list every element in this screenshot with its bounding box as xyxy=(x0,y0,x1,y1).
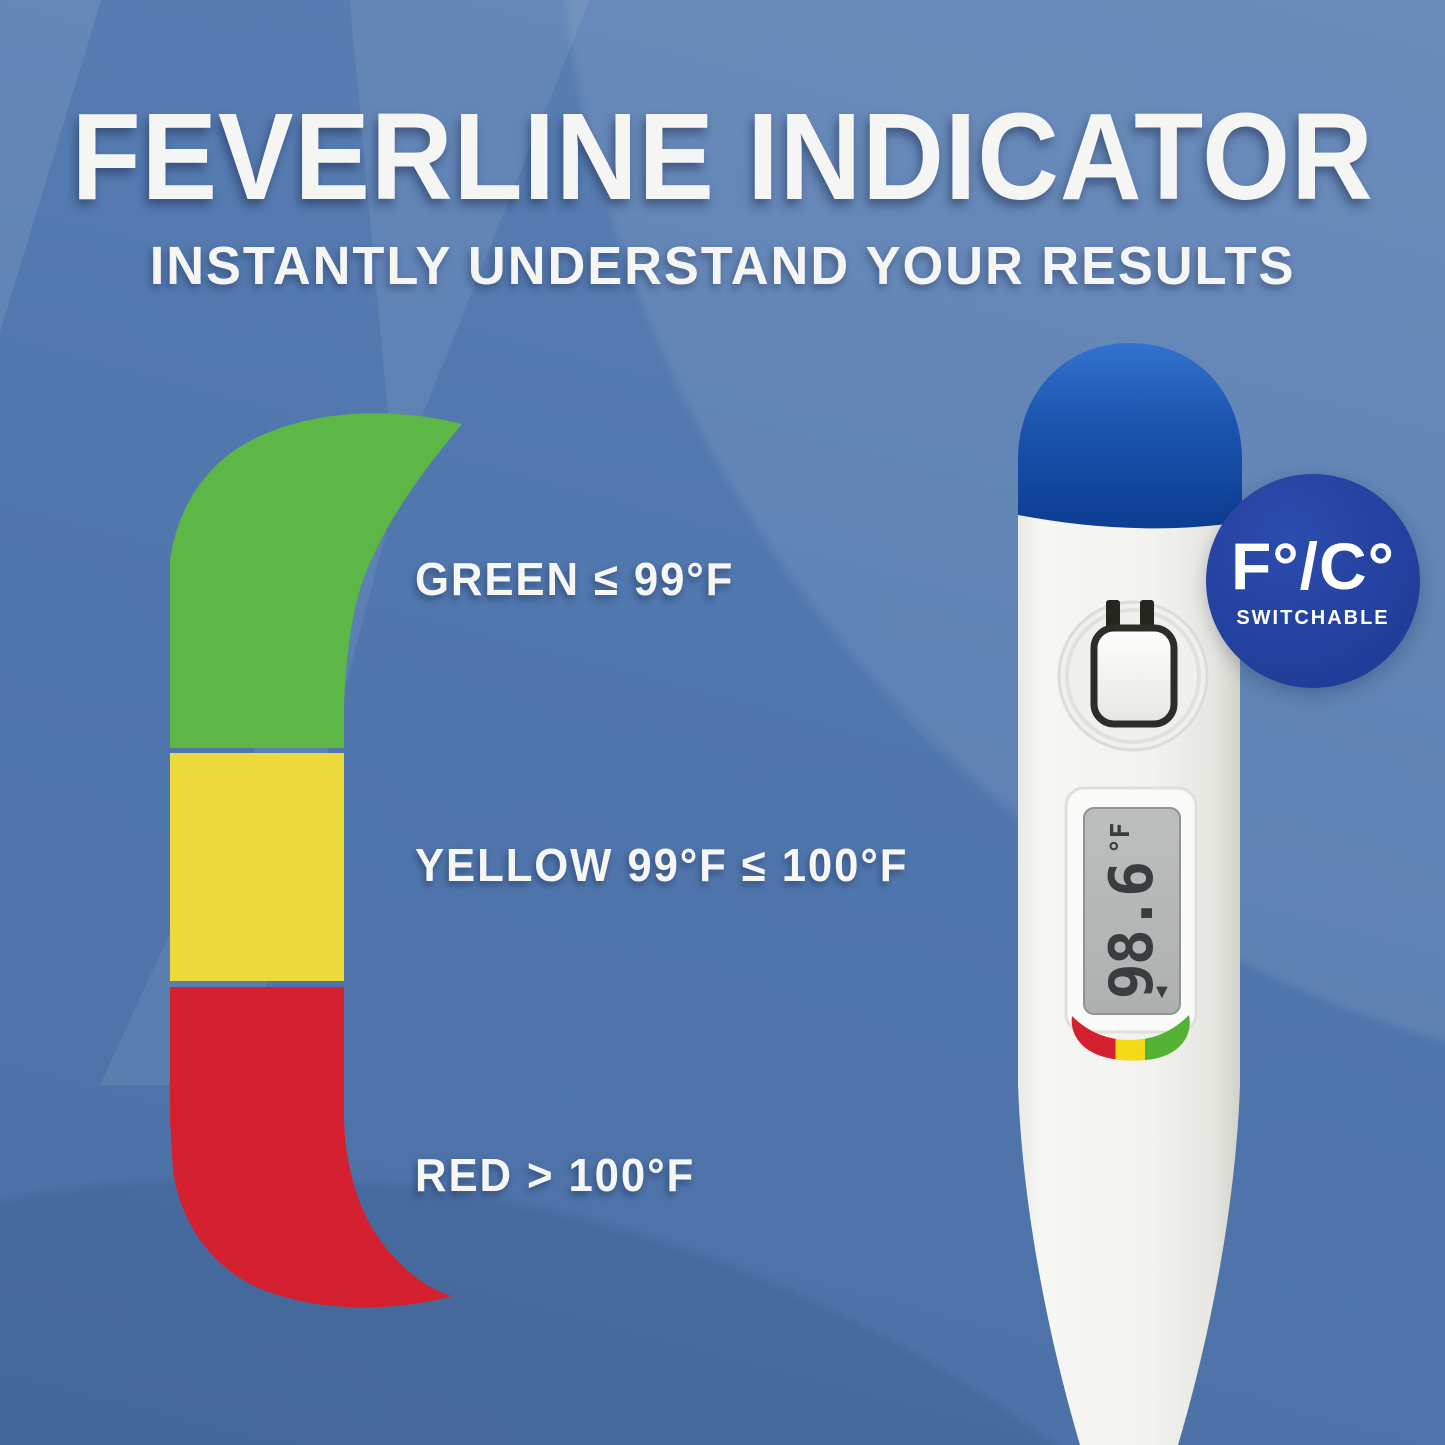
page-subtitle: INSTANTLY UNDERSTAND YOUR RESULTS xyxy=(0,235,1445,297)
page-title-text: FEVERLINE INDICATOR xyxy=(71,89,1374,226)
lcd-temperature-unit: °F xyxy=(1106,822,1136,854)
arc-segment-green xyxy=(170,413,462,748)
fc-switchable-badge: F°/C° SWITCHABLE xyxy=(1206,474,1420,688)
thermometer-cap xyxy=(1018,343,1242,529)
power-button xyxy=(1090,624,1178,728)
lcd-indicator-arrow-icon: ▼ xyxy=(1152,981,1172,1003)
page-title: FEVERLINE INDICATOR xyxy=(0,96,1445,219)
fc-badge-sub-text: SWITCHABLE xyxy=(1236,606,1390,629)
lcd-screen xyxy=(1083,807,1181,1015)
legend-label-yellow: YELLOW 99°F ≤ 100°F xyxy=(415,839,909,891)
legend-label-red: RED > 100°F xyxy=(415,1149,696,1201)
legend-label-green: GREEN ≤ 99°F xyxy=(415,553,735,605)
fc-badge-main-text: F°/C° xyxy=(1230,528,1396,603)
page-subtitle-text: INSTANTLY UNDERSTAND YOUR RESULTS xyxy=(149,236,1296,296)
device-feverline-strip xyxy=(1071,1015,1190,1061)
lcd-temperature-value: 98.6 xyxy=(1097,862,1167,1000)
header: FEVERLINE INDICATOR INSTANTLY UNDERSTAND… xyxy=(0,96,1445,297)
arc-segment-yellow xyxy=(170,753,344,981)
arc-segment-red xyxy=(170,987,452,1308)
button-recess-ring xyxy=(1065,608,1201,744)
